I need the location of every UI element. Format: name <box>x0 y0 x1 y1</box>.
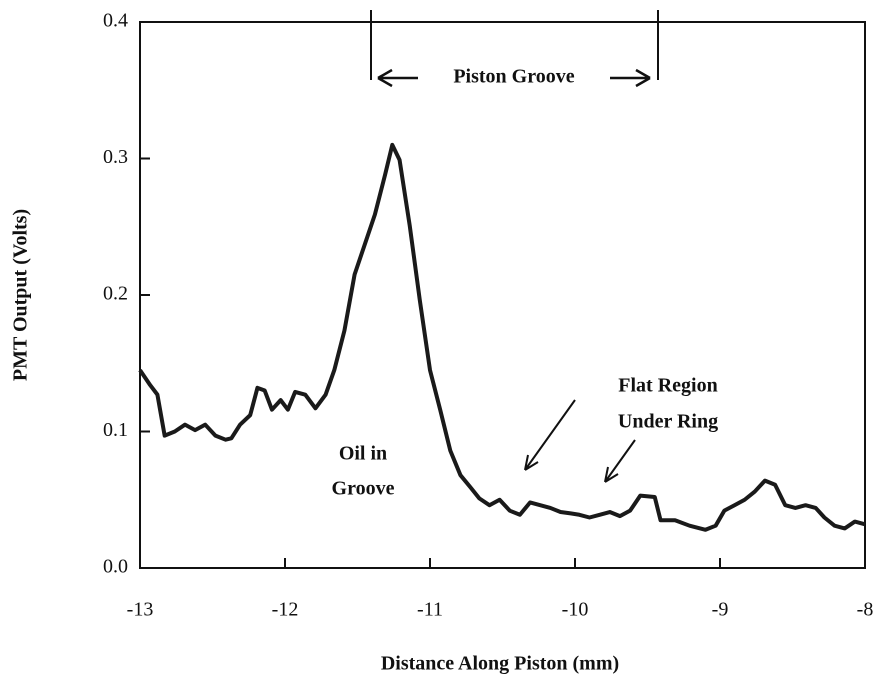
y-tick-label: 0.0 <box>103 556 128 578</box>
y-tick-label: 0.2 <box>103 283 128 305</box>
annotation: Groove <box>332 478 395 500</box>
annotation: Piston Groove <box>453 66 574 88</box>
y-tick-label: 0.4 <box>103 10 128 32</box>
groove-arrows <box>377 68 651 88</box>
x-axis-label: Distance Along Piston (mm) <box>381 653 619 675</box>
annotation: Under Ring <box>618 411 718 433</box>
annotation-arrows <box>524 399 636 483</box>
x-tick-label: -12 <box>272 599 299 621</box>
y-tick-label: 0.1 <box>103 419 128 441</box>
x-tick-label: -11 <box>417 599 443 621</box>
data-line <box>138 142 866 532</box>
x-tick-label: -13 <box>127 599 154 621</box>
x-tick-label: -10 <box>562 599 589 621</box>
y-tick-label: 0.3 <box>103 146 128 168</box>
x-tick-label: -8 <box>857 599 874 621</box>
plot-frame <box>139 21 866 569</box>
annotation: Flat Region <box>618 375 717 397</box>
y-axis-label: PMT Output (Volts) <box>10 209 32 381</box>
annotation: Oil in <box>339 443 387 465</box>
x-tick-label: -9 <box>712 599 729 621</box>
